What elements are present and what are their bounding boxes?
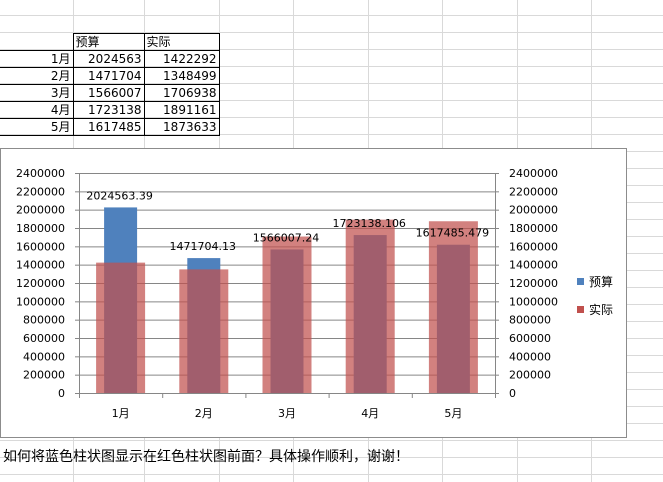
chart-plot: 0 0 200000 200000 400000 400000 600000 600000 80… [16, 167, 558, 420]
bar-actual [345, 219, 395, 393]
data-label: 1471704.13 [170, 240, 236, 253]
budget-cell[interactable]: 1617485 [72, 118, 145, 136]
bar-actual [428, 221, 478, 393]
month-cell[interactable]: 5月 [0, 118, 74, 136]
header-cell-budget[interactable]: 预算 [72, 33, 145, 51]
y-tick-label-right: 0 [509, 387, 516, 400]
data-label: 2024563.39 [86, 189, 152, 202]
month-cell[interactable]: 1月 [0, 50, 74, 68]
y-tick-label-left: 2400000 [16, 167, 65, 180]
table-row: 5月 1617485 1873633 [0, 118, 220, 136]
header-cell-blank[interactable] [0, 33, 74, 51]
question-text: 如何将蓝色柱状图显示在红色柱状图前面？具体操作顺利，谢谢！ [3, 449, 409, 465]
y-tick-label-right: 1200000 [509, 277, 558, 290]
y-tick-label-right: 1400000 [509, 259, 558, 272]
actual-cell[interactable]: 1891161 [143, 101, 220, 119]
table-row: 2月 1471704 1348499 [0, 67, 220, 85]
header-cell-actual[interactable]: 实际 [143, 33, 220, 51]
actual-cell[interactable]: 1873633 [143, 118, 220, 136]
y-tick-label-right: 600000 [509, 332, 551, 345]
bar-actual [96, 262, 146, 393]
table-row: 3月 1566007 1706938 [0, 84, 220, 102]
table-header-row: 预算 实际 [0, 33, 220, 51]
bar-actual [262, 236, 312, 393]
x-tick-label: 1月 [112, 407, 130, 420]
month-cell[interactable]: 3月 [0, 84, 74, 102]
budget-cell[interactable]: 2024563 [72, 50, 145, 68]
table-row: 4月 1723138 1891161 [0, 101, 220, 119]
x-tick-label: 2月 [195, 407, 213, 420]
y-tick-label-left: 2000000 [16, 204, 65, 217]
y-tick-label-right: 400000 [509, 350, 551, 363]
y-tick-label-left: 200000 [23, 369, 65, 382]
legend-swatch-budget [577, 277, 584, 285]
x-tick-label: 5月 [444, 407, 462, 420]
actual-cell[interactable]: 1422292 [143, 50, 220, 68]
budget-cell[interactable]: 1723138 [72, 101, 145, 119]
legend-label-actual: 实际 [589, 302, 614, 317]
y-tick-label-left: 800000 [23, 314, 65, 327]
y-tick-label-right: 2400000 [509, 167, 558, 180]
legend-swatch-actual [577, 305, 584, 313]
data-label: 1617485.479 [416, 227, 489, 240]
y-tick-label-right: 1000000 [509, 295, 558, 308]
y-tick-label-left: 1400000 [16, 259, 65, 272]
budget-cell[interactable]: 1566007 [72, 84, 145, 102]
y-tick-label-left: 600000 [23, 332, 65, 345]
data-label: 1566007.24 [253, 231, 319, 244]
y-tick-label-right: 800000 [509, 314, 551, 327]
embedded-chart[interactable]: 0 0 200000 200000 400000 400000 600000 600000 80… [0, 148, 627, 438]
y-tick-label-left: 1000000 [16, 295, 65, 308]
y-tick-label-left: 1200000 [16, 277, 65, 290]
month-cell[interactable]: 2月 [0, 67, 74, 85]
x-tick-label: 3月 [278, 407, 296, 420]
data-label: 1723138.106 [332, 217, 405, 230]
y-tick-label-left: 1800000 [16, 222, 65, 235]
data-table: 预算 实际 1月 2024563 1422292 2月 1471704 1348… [0, 33, 220, 136]
actual-cell[interactable]: 1348499 [143, 67, 220, 85]
actual-cell[interactable]: 1706938 [143, 84, 220, 102]
table-row: 1月 2024563 1422292 [0, 50, 220, 68]
legend-label-budget: 预算 [589, 274, 614, 289]
y-tick-label-right: 1600000 [509, 240, 558, 253]
y-tick-label-left: 400000 [23, 350, 65, 363]
y-tick-label-right: 1800000 [509, 222, 558, 235]
y-tick-label-right: 2200000 [509, 185, 558, 198]
y-tick-label-left: 0 [58, 387, 65, 400]
y-tick-label-left: 2200000 [16, 185, 65, 198]
y-tick-label-right: 200000 [509, 369, 551, 382]
bar-actual [179, 269, 229, 393]
y-tick-label-right: 2000000 [509, 204, 558, 217]
legend-item-actual: 实际 [577, 301, 613, 317]
legend-item-budget: 预算 [577, 273, 613, 289]
x-tick-label: 4月 [361, 407, 379, 420]
month-cell[interactable]: 4月 [0, 101, 74, 119]
budget-cell[interactable]: 1471704 [72, 67, 145, 85]
y-tick-label-left: 1600000 [16, 240, 65, 253]
chart-legend[interactable]: 预算 实际 [577, 273, 613, 329]
